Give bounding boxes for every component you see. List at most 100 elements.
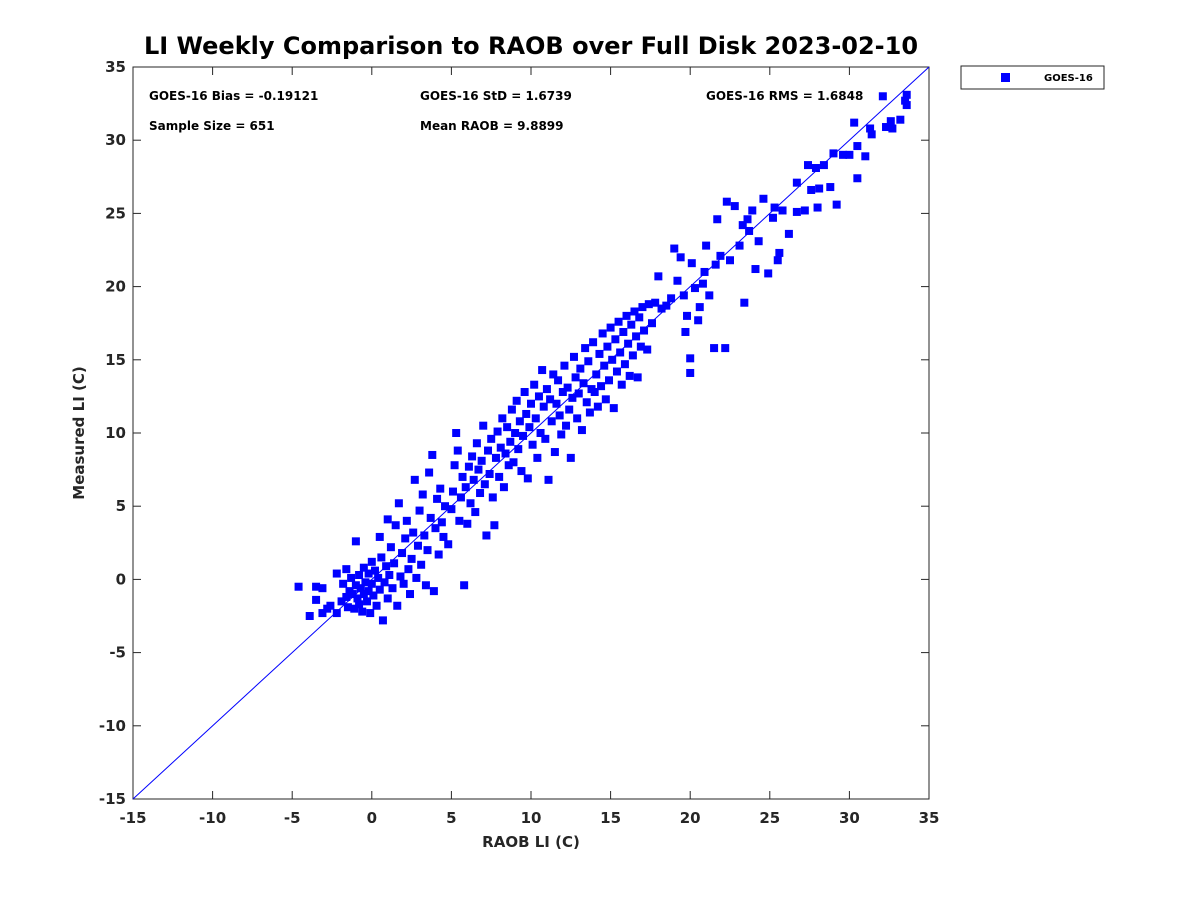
data-point <box>694 316 703 325</box>
data-point <box>882 123 891 132</box>
data-point <box>581 344 590 353</box>
data-point <box>687 259 696 268</box>
data-point <box>544 475 553 484</box>
data-point <box>363 597 372 606</box>
y-tick-label: 15 <box>105 351 126 369</box>
data-point <box>546 395 555 404</box>
data-point <box>401 534 410 543</box>
data-point <box>431 524 440 533</box>
data-point <box>839 150 848 159</box>
data-point <box>495 472 504 481</box>
data-point <box>886 117 895 126</box>
data-point <box>826 183 835 192</box>
data-point <box>390 559 399 568</box>
data-point <box>867 130 876 139</box>
data-point <box>370 566 379 575</box>
data-point <box>418 490 427 499</box>
data-point <box>468 452 477 461</box>
data-point <box>425 468 434 477</box>
data-point <box>485 469 494 478</box>
data-point <box>421 581 430 590</box>
data-point <box>305 612 314 620</box>
data-point <box>557 430 566 439</box>
x-tick-label: -10 <box>199 809 226 827</box>
data-point <box>569 352 578 361</box>
data-point <box>590 388 599 397</box>
data-point <box>625 371 634 380</box>
data-point <box>630 307 639 316</box>
data-point <box>617 380 626 389</box>
data-point <box>472 439 481 448</box>
data-point <box>866 124 875 133</box>
y-tick-label: 5 <box>116 497 126 515</box>
data-point <box>576 364 585 373</box>
data-point <box>484 446 493 455</box>
data-point <box>593 402 602 411</box>
y-tick-label: -5 <box>109 644 126 662</box>
sample-size-label: Sample Size = 651 <box>149 119 275 133</box>
data-point <box>436 484 445 493</box>
data-point <box>469 475 478 484</box>
data-point <box>547 417 556 426</box>
data-point <box>722 197 731 206</box>
data-point <box>683 311 692 320</box>
data-point <box>819 161 828 170</box>
data-point <box>348 590 357 599</box>
data-point <box>713 215 722 224</box>
data-point <box>566 453 575 462</box>
data-point <box>549 370 558 379</box>
data-point <box>813 203 822 212</box>
rms-label: GOES-16 RMS = 1.6848 <box>706 89 863 103</box>
data-point <box>695 303 704 312</box>
data-point <box>493 427 502 436</box>
data-point <box>339 579 348 588</box>
data-point <box>374 573 383 582</box>
data-point <box>638 303 647 312</box>
x-tick-label: 10 <box>521 809 542 827</box>
data-point <box>563 383 572 392</box>
data-point <box>531 414 540 423</box>
data-point <box>600 361 609 370</box>
data-point <box>901 96 910 105</box>
data-point <box>503 423 512 432</box>
data-point <box>807 185 816 194</box>
data-point <box>386 543 395 552</box>
data-point <box>332 569 341 578</box>
data-point <box>499 483 508 492</box>
data-point <box>507 405 516 414</box>
x-tick-label: 20 <box>680 809 701 827</box>
data-point <box>312 595 321 604</box>
data-point <box>636 342 645 351</box>
data-point <box>398 549 407 558</box>
data-point <box>312 582 321 591</box>
data-point <box>385 571 394 580</box>
data-point <box>428 450 437 459</box>
data-point <box>318 584 327 593</box>
data-point <box>640 326 649 335</box>
data-point <box>491 453 500 462</box>
data-point <box>364 569 373 578</box>
data-point <box>366 609 375 618</box>
data-point <box>705 291 714 300</box>
data-point <box>676 253 685 262</box>
data-point <box>792 178 801 187</box>
data-point <box>420 531 429 540</box>
data-point <box>482 531 491 540</box>
x-tick-label: 5 <box>446 809 456 827</box>
data-point <box>364 587 373 596</box>
data-point <box>754 237 763 246</box>
data-point <box>480 480 489 489</box>
data-point <box>402 516 411 525</box>
data-point <box>595 349 604 358</box>
data-point <box>743 215 752 224</box>
data-point <box>501 449 510 458</box>
y-tick-label: 0 <box>116 570 126 588</box>
data-point <box>332 609 341 618</box>
data-point <box>686 368 695 377</box>
data-point <box>504 461 513 470</box>
data-point <box>792 207 801 216</box>
data-point <box>667 294 676 303</box>
data-point <box>474 465 483 474</box>
data-point <box>519 431 528 440</box>
data-point <box>355 600 364 609</box>
